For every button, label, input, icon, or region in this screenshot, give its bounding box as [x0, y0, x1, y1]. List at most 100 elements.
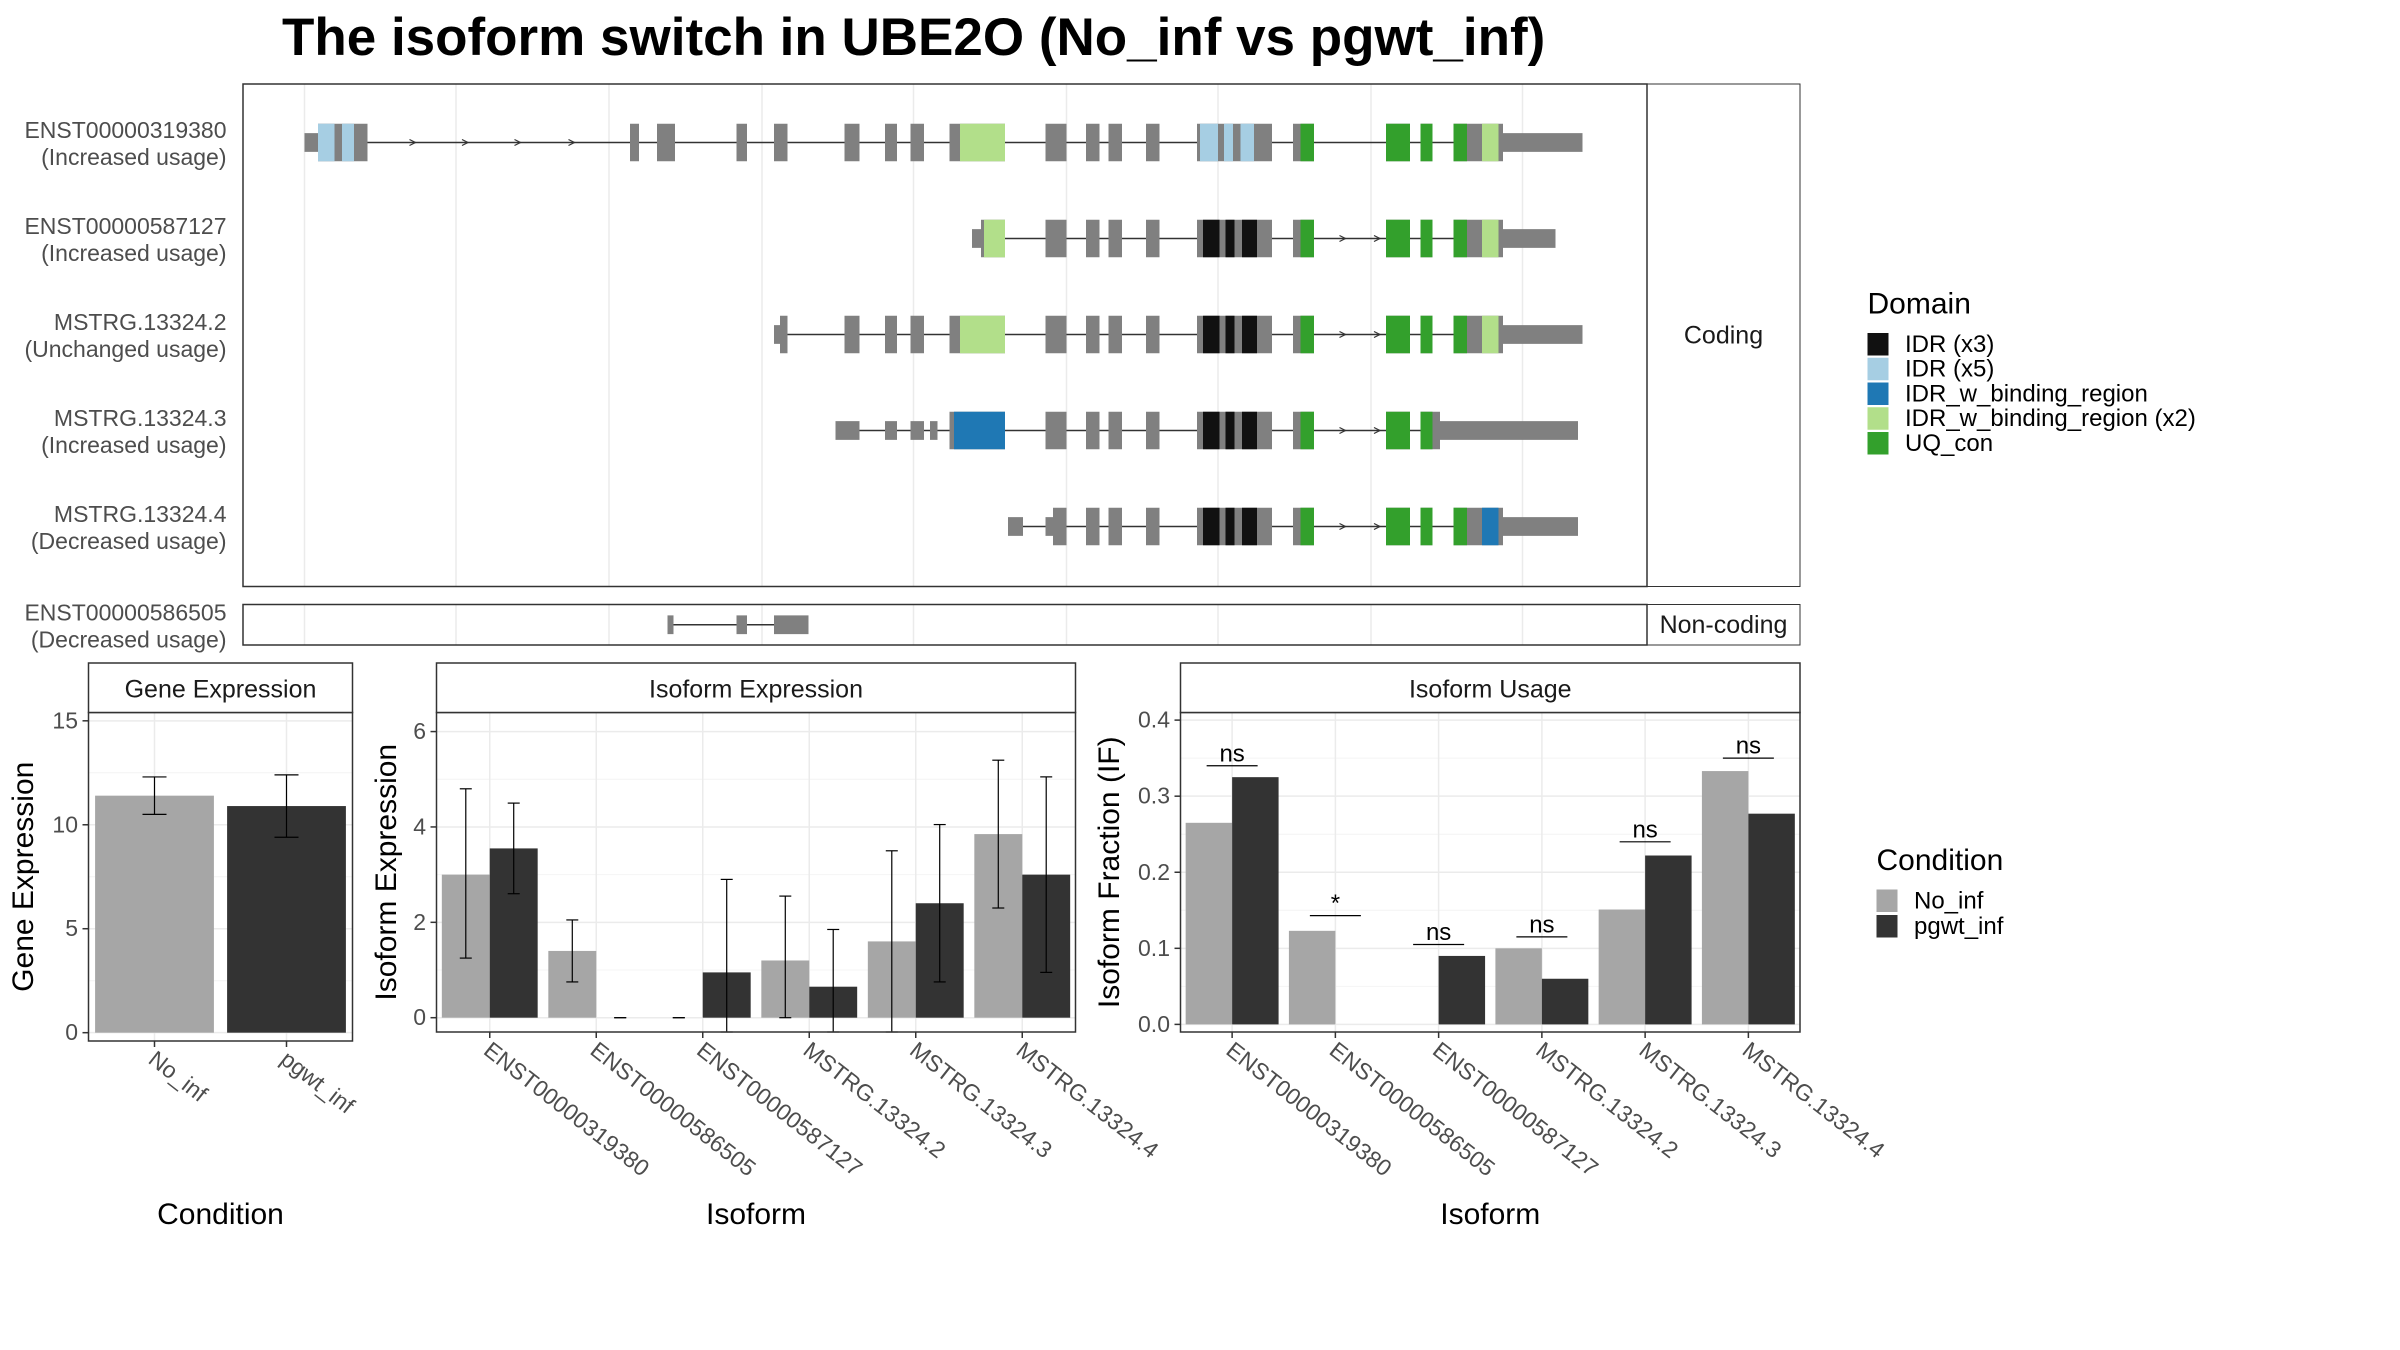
coding-exon	[1045, 219, 1067, 258]
x-axis-title: Isoform	[1440, 1198, 1540, 1231]
x-tick-label: No_inf	[144, 1045, 213, 1107]
y-axis-title: Gene Expression	[7, 762, 40, 992]
condition-legend-key	[1876, 915, 1898, 938]
domain-legend-label: IDR_w_binding_region (x2)	[1905, 405, 2196, 432]
strand-arrow	[1373, 330, 1382, 339]
coding-exon	[1108, 123, 1122, 162]
domain-segment	[1225, 507, 1235, 546]
noncoding-panel-bg	[243, 604, 1647, 645]
domain-segment	[1300, 123, 1314, 162]
bar	[1438, 955, 1486, 1025]
y-tick-label: 15	[52, 707, 78, 733]
transcript-label: ENST00000586505 (Decreased usage)	[24, 599, 226, 652]
domain-segment	[1203, 411, 1220, 450]
domain-segment	[1453, 219, 1467, 258]
coding-exon	[910, 123, 924, 162]
domain-segment	[954, 411, 1005, 450]
y-tick-label: 0.0	[1138, 1011, 1170, 1037]
coding-exon	[1045, 123, 1067, 162]
domain-segment	[1225, 219, 1235, 258]
domain-segment	[1242, 315, 1257, 354]
x-tick-label: ENST00000587127	[1428, 1036, 1603, 1181]
bar	[1645, 855, 1692, 1025]
significance-label: ns	[1529, 911, 1554, 938]
utr-exon	[1440, 421, 1578, 440]
transcript-id: ENST00000587127	[24, 213, 226, 239]
coding-panel-border	[242, 83, 1648, 588]
coding-exon	[885, 123, 897, 162]
utr-exon	[304, 133, 318, 152]
utr-exon	[774, 325, 780, 344]
condition-legend-title: Condition	[1877, 844, 2004, 877]
utr-exon	[1503, 517, 1578, 536]
y-tick-label: 4	[413, 813, 426, 839]
y-tick-label: 0	[65, 1019, 78, 1045]
domain-segment	[1300, 315, 1314, 354]
domain-segment	[1453, 507, 1467, 546]
coding-exon	[1146, 507, 1160, 546]
domain-segment	[960, 123, 1005, 162]
coding-exon	[1108, 411, 1122, 450]
domain-segment	[1482, 507, 1499, 546]
utr-exon	[1008, 517, 1023, 536]
condition-legend-key	[1876, 889, 1898, 912]
strip-label: Isoform Usage	[1409, 676, 1572, 704]
y-tick-label: 2	[413, 909, 426, 935]
domain-segment	[1300, 219, 1314, 258]
utr-exon	[774, 615, 809, 635]
coding-exon	[1053, 507, 1067, 546]
bar	[1495, 948, 1542, 1025]
coding-exon	[1146, 315, 1160, 354]
coding-exon	[885, 315, 897, 354]
domain-segment	[1386, 315, 1410, 354]
transcript-MSTRG.13324.4: MSTRG.13324.4 (Decreased usage)	[31, 501, 1578, 554]
coding-exon	[949, 315, 960, 354]
domain-segment	[1420, 219, 1433, 258]
bar	[1288, 930, 1336, 1025]
transcript-id: ENST00000586505	[24, 599, 226, 625]
y-tick-label: 10	[52, 811, 78, 837]
strand-arrow	[568, 138, 576, 147]
coding-exon	[844, 315, 860, 354]
domain-segment	[1420, 123, 1433, 162]
y-tick-label: 6	[413, 718, 426, 744]
coding-exon	[1045, 411, 1067, 450]
y-tick-label: 0.1	[1138, 935, 1170, 961]
domain-segment	[960, 315, 1005, 354]
transcript-id: ENST00000319380	[24, 117, 226, 143]
transcript-usage: (Decreased usage)	[31, 528, 227, 554]
transcript-MSTRG.13324.3: MSTRG.13324.3 (Increased usage)	[41, 405, 1578, 458]
y-axis-title: Isoform Expression	[370, 744, 403, 1001]
domain-segment	[1482, 123, 1499, 162]
condition-legend-label: No_inf	[1914, 887, 1984, 914]
strand-arrow	[1373, 426, 1382, 435]
strip	[87, 662, 354, 714]
transcript-ENST00000587127: ENST00000587127 (Increased usage)	[24, 213, 1556, 266]
coding-exon	[630, 123, 639, 162]
utr-exon	[1503, 133, 1583, 152]
utr-exon	[1503, 229, 1556, 248]
coding-strip-label: Coding	[1684, 322, 1763, 350]
coding-exon	[1086, 219, 1100, 258]
bar	[1598, 909, 1646, 1025]
domain-legend-key	[1867, 382, 1889, 405]
significance-label: ns	[1736, 733, 1761, 760]
significance-label: ns	[1219, 740, 1244, 767]
domain-legend-key	[1867, 357, 1889, 381]
strand-arrow	[1339, 426, 1347, 435]
strip-label: Gene Expression	[125, 676, 317, 704]
transcript-label: ENST00000587127 (Increased usage)	[24, 213, 226, 266]
y-tick-label: 0.3	[1138, 783, 1170, 809]
transcript-ENST00000586505: ENST00000586505 (Decreased usage)	[24, 599, 809, 652]
significance-label: ns	[1632, 816, 1657, 843]
coding-exon	[1086, 315, 1100, 354]
coding-exon	[1108, 219, 1122, 258]
strand-arrow	[1373, 522, 1382, 531]
gene-expression-panel: Gene Expression 0 5 10 15 No_inf pgwt_inf Condi…	[7, 662, 360, 1231]
coding-exon	[949, 123, 960, 162]
transcript-usage: (Increased usage)	[41, 240, 226, 266]
bar	[227, 806, 346, 1033]
noncoding-strip	[1646, 604, 1801, 646]
